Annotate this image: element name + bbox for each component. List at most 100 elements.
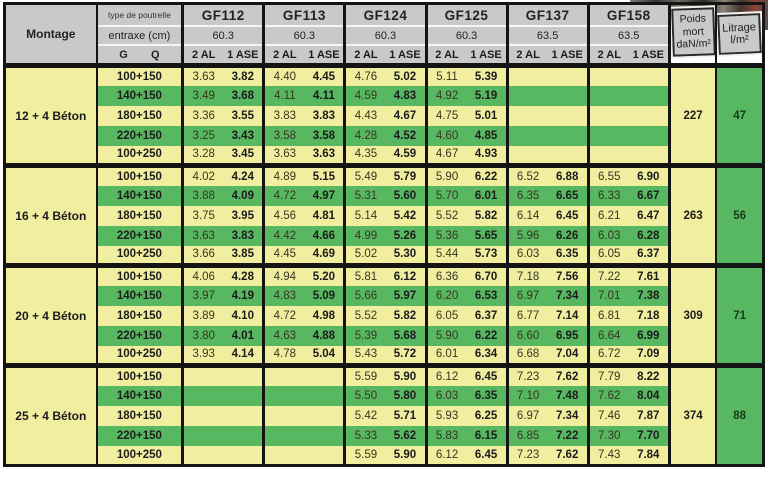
table-row: 220+150 3.80 4.01 4.63 4.88 5.39 5.68 5.90 6.22 6… (5, 325, 764, 346)
value-cell: 6.97 (505, 405, 548, 426)
montage-section-2: 16 + 4 Béton 100+150 4.02 4.24 4.89 5.15 5.49 5… (4, 165, 764, 266)
load-case-header-GF112: 2 AL 1 ASE (181, 45, 264, 66)
value-cell: 4.19 (223, 285, 264, 306)
value-cell: 6.60 (505, 325, 548, 346)
value-cell: 7.61 (628, 265, 670, 286)
value-cell (262, 385, 305, 406)
value-cell: 6.35 (466, 385, 508, 406)
value-cell: 6.15 (466, 425, 508, 446)
value-cell: 4.98 (304, 305, 345, 326)
col-1ase-label: 1 ASE (470, 48, 502, 61)
value-cell (304, 425, 345, 446)
row-label: 100+150 (96, 265, 185, 286)
value-cell: 5.30 (385, 245, 426, 266)
litrage-value: 71 (715, 265, 764, 366)
value-cell: 3.88 (181, 185, 224, 206)
value-cell: 3.83 (223, 225, 264, 246)
row-label: 220+150 (96, 325, 185, 346)
value-cell: 5.81 (343, 265, 386, 286)
value-cell: 7.43 (586, 445, 629, 466)
value-cell: 4.09 (223, 185, 264, 206)
value-cell: 6.35 (547, 245, 589, 266)
value-cell (181, 405, 224, 426)
value-cell (181, 425, 224, 446)
value-cell: 5.90 (385, 365, 426, 386)
entraxe-value-GF125: 60.3 (424, 26, 508, 46)
value-cell: 6.53 (466, 285, 508, 306)
table-row: 100+250 3.93 4.14 4.78 5.04 5.43 5.72 6.01 6.34 6… (5, 345, 764, 366)
value-cell: 6.21 (586, 205, 629, 226)
row-label: 100+150 (96, 65, 185, 86)
value-cell (505, 125, 548, 146)
col-2al-label: 2 AL (435, 48, 459, 61)
beam-header-GF112: GF112 (181, 3, 264, 27)
table-header: Montage type de poutrelle GF112 GF113 GF12… (4, 3, 764, 67)
value-cell: 7.22 (586, 265, 629, 286)
poids-mort-value: 263 (667, 165, 717, 266)
value-cell: 4.28 (343, 125, 386, 146)
value-cell: 5.04 (304, 345, 345, 366)
value-cell: 5.97 (385, 285, 426, 306)
value-cell (304, 405, 345, 426)
q-label: Q (151, 48, 160, 61)
value-cell: 3.55 (223, 105, 264, 126)
value-cell: 3.63 (262, 145, 305, 166)
value-cell: 5.80 (385, 385, 426, 406)
value-cell: 5.42 (385, 205, 426, 226)
load-case-header-GF158: 2 AL 1 ASE (586, 45, 670, 66)
table-row: 16 + 4 Béton 100+150 4.02 4.24 4.89 5.15 5.49 5… (4, 165, 764, 266)
table-row: 140+150 3.88 4.09 4.72 4.97 5.31 5.60 5.70 6.01 6… (5, 185, 764, 206)
value-cell (547, 145, 589, 166)
value-cell: 7.62 (586, 385, 629, 406)
value-cell: 7.48 (547, 385, 589, 406)
value-cell (628, 145, 670, 166)
value-cell: 6.45 (466, 365, 508, 386)
value-cell: 3.83 (304, 105, 345, 126)
value-cell: 7.18 (505, 265, 548, 286)
value-cell: 5.62 (385, 425, 426, 446)
type-de-poutrelle-label: type de poutrelle (96, 3, 183, 27)
litrage-value: 56 (715, 165, 764, 266)
value-cell (262, 425, 305, 446)
value-cell: 7.62 (547, 445, 589, 466)
row-label: 180+150 (96, 405, 185, 426)
montage-section-3: 20 + 4 Béton 100+150 4.06 4.28 4.94 5.20 5.81 6… (4, 265, 764, 366)
entraxe-label: entraxe (cm) (96, 26, 183, 46)
table-row: 220+150 5.33 5.62 5.83 6.15 6.85 7.22 7.30 7.70 (5, 425, 764, 446)
value-cell: 5.02 (385, 65, 426, 86)
value-cell: 7.01 (586, 285, 629, 306)
value-cell: 5.19 (466, 85, 508, 106)
table-row: 20 + 4 Béton 100+150 4.06 4.28 4.94 5.20 5.81 6… (4, 265, 764, 366)
load-case-header-GF125: 2 AL 1 ASE (424, 45, 508, 66)
value-cell: 6.12 (424, 445, 467, 466)
value-cell: 5.39 (343, 325, 386, 346)
value-cell: 3.63 (181, 65, 224, 86)
value-cell: 3.97 (181, 285, 224, 306)
value-cell (547, 125, 589, 146)
value-cell: 6.03 (586, 225, 629, 246)
value-cell: 5.42 (343, 405, 386, 426)
value-cell: 4.63 (262, 325, 305, 346)
value-cell: 4.78 (262, 345, 305, 366)
row-label: 100+250 (96, 145, 185, 166)
value-cell: 3.58 (304, 125, 345, 146)
value-cell: 5.66 (343, 285, 386, 306)
value-cell (505, 65, 548, 86)
value-cell (181, 365, 224, 386)
value-cell: 5.71 (385, 405, 426, 426)
value-cell: 6.64 (586, 325, 629, 346)
value-cell: 4.81 (304, 205, 345, 226)
table-row: 100+250 3.28 3.45 3.63 3.63 4.35 4.59 4.67 4.93 (5, 145, 764, 166)
value-cell: 4.72 (262, 305, 305, 326)
value-cell: 4.59 (343, 85, 386, 106)
entraxe-value-GF137: 63.5 (505, 26, 589, 46)
value-cell: 6.47 (628, 205, 670, 226)
row-label: 180+150 (96, 305, 185, 326)
value-cell: 5.49 (343, 165, 386, 186)
poutrelle-load-table: Montage type de poutrelle GF112 GF113 GF12… (3, 2, 765, 467)
value-cell (586, 125, 629, 146)
value-cell: 6.26 (547, 225, 589, 246)
value-cell: 4.89 (262, 165, 305, 186)
value-cell: 5.50 (343, 385, 386, 406)
value-cell: 6.97 (505, 285, 548, 306)
